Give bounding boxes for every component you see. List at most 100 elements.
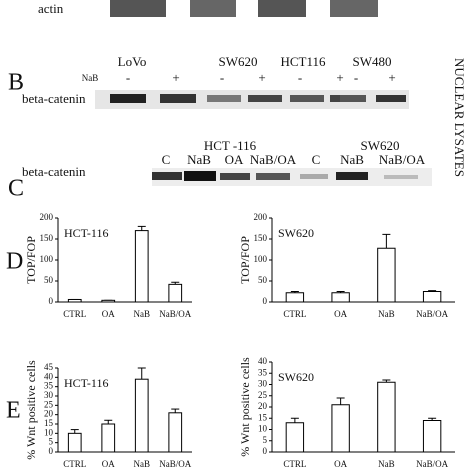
cell-line: SW480 xyxy=(353,54,392,69)
b-blot xyxy=(95,90,409,109)
y-tick-label: 150 xyxy=(40,233,54,243)
y-tick-label: 10 xyxy=(44,427,54,437)
treatment: - xyxy=(126,70,130,85)
y-tick-label: 40 xyxy=(258,356,268,366)
x-tick-label: CTRL xyxy=(283,459,306,469)
x-tick-label: NaB/OA xyxy=(159,459,191,469)
y-tick-label: 200 xyxy=(40,212,54,222)
x-tick-label: NaB xyxy=(378,309,395,319)
y-tick-label: 35 xyxy=(44,381,54,391)
y-tick-label: 45 xyxy=(44,362,54,372)
bar xyxy=(101,423,116,453)
y-tick-label: 20 xyxy=(258,401,268,411)
y-tick-label: 30 xyxy=(258,379,268,389)
y-tick-label: 40 xyxy=(44,371,54,381)
bar xyxy=(67,432,82,453)
chart-title: HCT-116 xyxy=(64,226,108,240)
panel-letter: D xyxy=(6,249,23,275)
y-tick-label: 15 xyxy=(44,418,54,428)
bar xyxy=(422,420,442,453)
lane-label: NaB xyxy=(340,152,364,167)
y-tick-label: 0 xyxy=(49,446,54,456)
lane-label: NaB/OA xyxy=(250,152,297,167)
bar xyxy=(67,298,82,303)
lane-label: C xyxy=(312,152,321,167)
y-tick-label: 100 xyxy=(254,254,268,264)
bar xyxy=(422,291,442,303)
bar xyxy=(285,292,305,303)
treatment: + xyxy=(336,70,343,85)
x-tick-label: NaB/OA xyxy=(159,309,191,319)
treatment: - xyxy=(220,70,224,85)
y-axis-label: TOP/FOP xyxy=(238,236,252,284)
lane-label: C xyxy=(162,152,171,167)
cell-line: HCT116 xyxy=(280,54,326,69)
x-tick-label: CTRL xyxy=(63,309,86,319)
lane-label: NaB/OA xyxy=(379,152,426,167)
actin-blot xyxy=(110,0,378,17)
row-label: beta-catenin xyxy=(22,91,86,106)
y-tick-label: 0 xyxy=(49,296,54,306)
bar xyxy=(377,247,396,303)
y-tick-label: 15 xyxy=(258,412,268,422)
cell-line: LoVo xyxy=(118,54,147,69)
bar xyxy=(168,283,183,303)
panel-letter: C xyxy=(8,176,24,202)
y-tick-label: 5 xyxy=(263,435,268,445)
y-axis-label: % Wnt positive cells xyxy=(24,360,38,460)
treatment: - xyxy=(354,70,358,85)
x-tick-label: OA xyxy=(334,459,347,469)
y-tick-label: 5 xyxy=(49,437,54,447)
x-tick-label: OA xyxy=(102,459,115,469)
treatment-label: NaB xyxy=(82,73,99,83)
x-tick-label: NaB/OA xyxy=(416,309,448,319)
panel-letter: E xyxy=(6,398,21,424)
actin-label: actin xyxy=(38,1,64,16)
panel-letter: B xyxy=(8,70,24,96)
y-tick-label: 20 xyxy=(44,409,54,419)
treatment: + xyxy=(172,70,179,85)
y-tick-label: 25 xyxy=(258,390,268,400)
bar xyxy=(101,299,116,303)
treatment: + xyxy=(388,70,395,85)
lane-label: OA xyxy=(225,152,244,167)
bar xyxy=(285,422,305,453)
x-tick-label: NaB xyxy=(378,459,395,469)
side-label: NUCLEAR LYSATES xyxy=(452,58,467,177)
x-tick-label: NaB xyxy=(134,459,151,469)
cell-line: SW620 xyxy=(219,54,258,69)
chart-title: SW620 xyxy=(278,226,314,240)
y-tick-label: 10 xyxy=(258,424,268,434)
chart-title: HCT-116 xyxy=(64,376,108,390)
y-tick-label: 0 xyxy=(263,446,268,456)
c-blot xyxy=(152,168,432,186)
x-tick-label: NaB xyxy=(134,309,151,319)
y-tick-label: 50 xyxy=(258,275,268,285)
y-tick-label: 25 xyxy=(44,399,54,409)
x-tick-label: NaB/OA xyxy=(416,459,448,469)
y-tick-label: 50 xyxy=(44,275,54,285)
y-tick-label: 35 xyxy=(258,367,268,377)
bar xyxy=(331,292,350,303)
lane-label: NaB xyxy=(187,152,211,167)
chart-title: SW620 xyxy=(278,370,314,384)
bar xyxy=(168,412,183,453)
treatment: + xyxy=(258,70,265,85)
y-tick-label: 0 xyxy=(263,296,268,306)
y-tick-label: 150 xyxy=(254,233,268,243)
bar xyxy=(134,230,149,303)
group-label: SW620 xyxy=(361,138,400,153)
x-tick-label: OA xyxy=(102,309,115,319)
x-tick-label: OA xyxy=(334,309,347,319)
bar xyxy=(377,381,396,453)
bar xyxy=(331,404,350,453)
y-axis-label: TOP/FOP xyxy=(24,236,38,284)
y-tick-label: 200 xyxy=(254,212,268,222)
x-tick-label: CTRL xyxy=(283,309,306,319)
y-axis-label: % Wnt positive cells xyxy=(238,357,252,457)
treatment: - xyxy=(298,70,302,85)
y-tick-label: 100 xyxy=(40,254,54,264)
y-tick-label: 30 xyxy=(44,390,54,400)
row-label: beta-catenin xyxy=(22,164,86,179)
